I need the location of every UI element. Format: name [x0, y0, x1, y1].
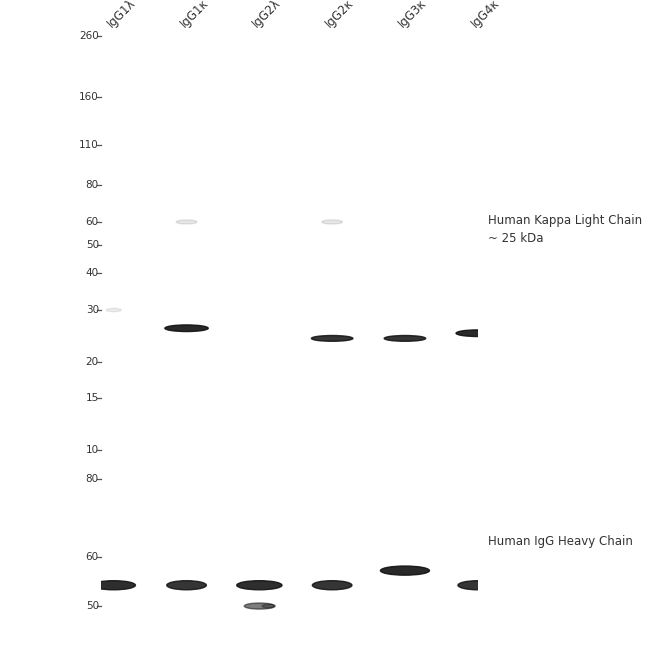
Text: Human Kappa Light Chain
~ 25 kDa: Human Kappa Light Chain ~ 25 kDa	[488, 214, 642, 245]
Text: 40: 40	[86, 269, 99, 278]
Ellipse shape	[165, 325, 208, 331]
Ellipse shape	[176, 220, 197, 224]
Ellipse shape	[313, 580, 352, 590]
Text: IgG2κ: IgG2κ	[323, 0, 357, 30]
Text: 80: 80	[86, 474, 99, 484]
Text: IgG3κ: IgG3κ	[396, 0, 429, 30]
Ellipse shape	[237, 580, 282, 590]
Ellipse shape	[92, 580, 135, 590]
Text: 50: 50	[86, 601, 99, 611]
Ellipse shape	[384, 336, 426, 342]
Ellipse shape	[456, 330, 499, 336]
Text: 20: 20	[86, 356, 99, 367]
Text: 260: 260	[79, 30, 99, 41]
Text: 80: 80	[86, 181, 99, 190]
Text: IgG1λ: IgG1λ	[105, 0, 138, 30]
Text: 60: 60	[86, 217, 99, 227]
Ellipse shape	[322, 220, 343, 224]
Text: 60: 60	[86, 552, 99, 562]
Text: 30: 30	[86, 305, 99, 315]
Text: Human IgG Heavy Chain: Human IgG Heavy Chain	[488, 535, 632, 549]
Text: 50: 50	[86, 240, 99, 250]
Text: 10: 10	[86, 444, 99, 455]
Ellipse shape	[262, 604, 276, 608]
Text: 110: 110	[79, 140, 99, 150]
Text: 15: 15	[86, 393, 99, 403]
Ellipse shape	[106, 309, 122, 312]
Text: IgG4κ: IgG4κ	[469, 0, 502, 30]
Ellipse shape	[167, 580, 206, 590]
Text: IgG1κ: IgG1κ	[177, 0, 211, 30]
Ellipse shape	[458, 580, 497, 590]
Text: 160: 160	[79, 93, 99, 102]
Ellipse shape	[380, 566, 430, 575]
Ellipse shape	[244, 603, 274, 609]
Ellipse shape	[311, 336, 353, 342]
Text: IgG2λ: IgG2λ	[250, 0, 284, 30]
